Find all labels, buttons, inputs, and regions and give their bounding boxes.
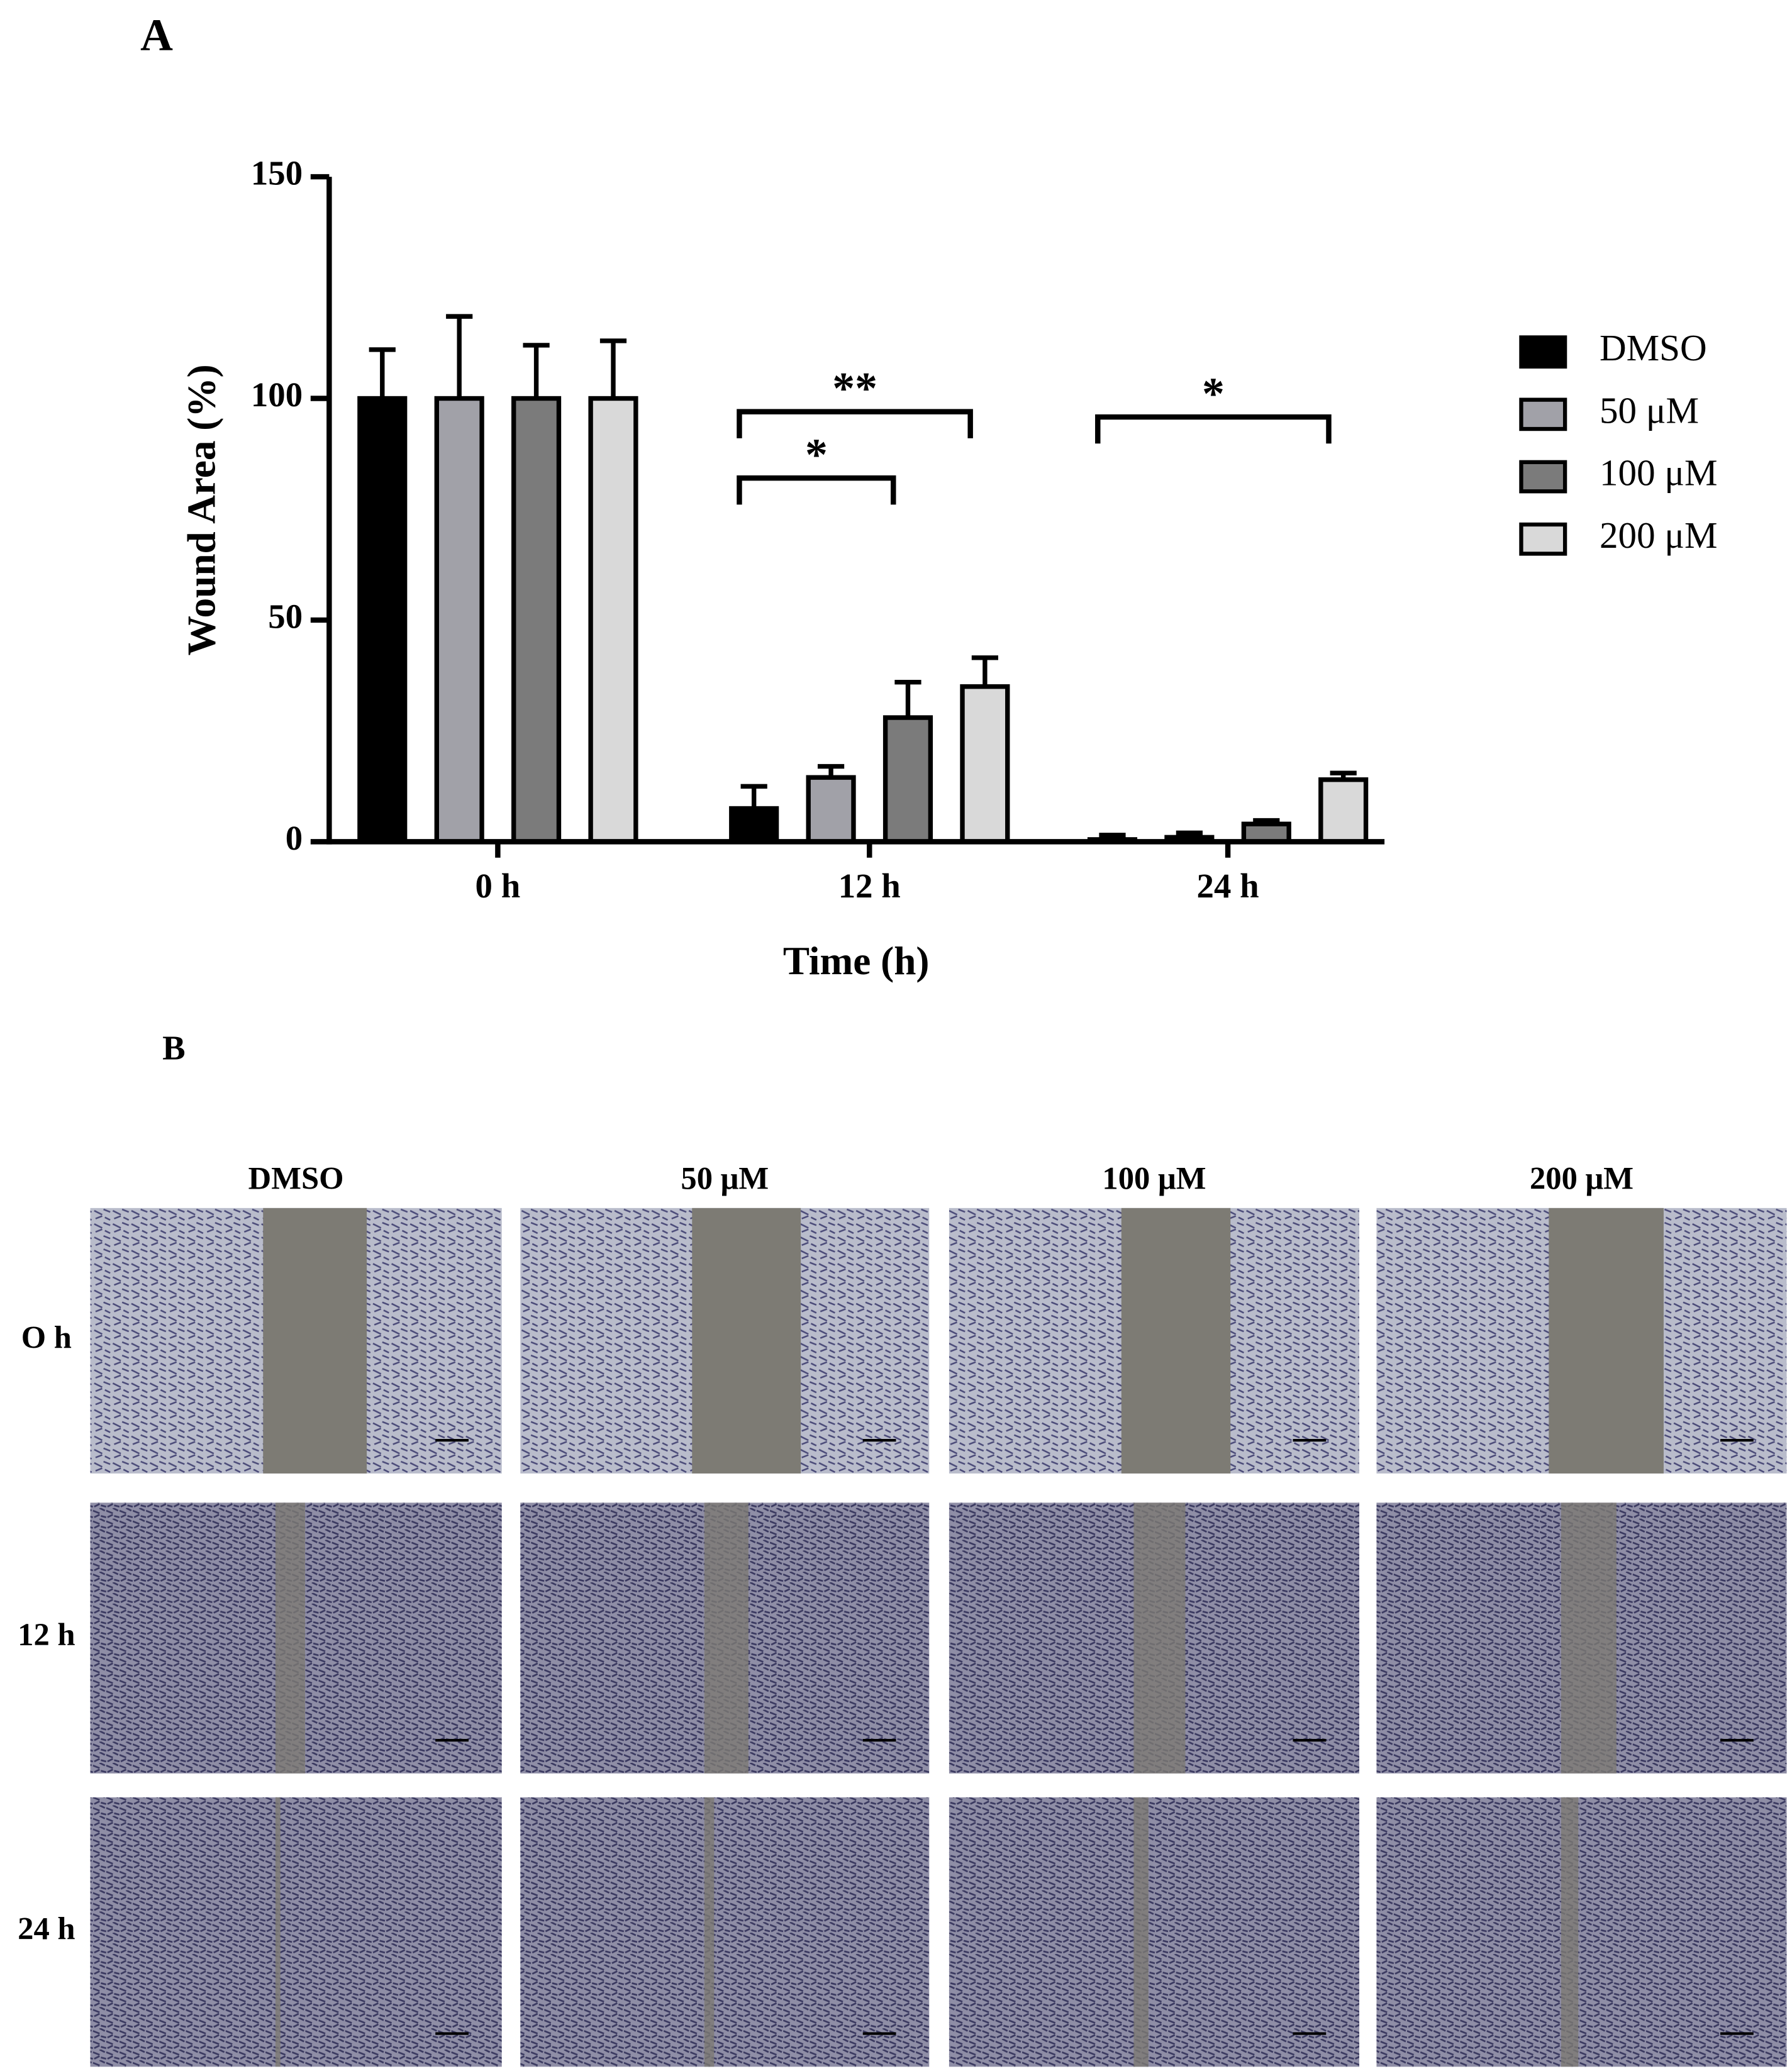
legend-label: 100 μM	[1600, 452, 1718, 494]
wound-gap	[704, 1502, 749, 1774]
panel-label: B	[162, 1028, 186, 1067]
significance-label: **	[832, 364, 877, 414]
legend-label: 50 μM	[1600, 389, 1699, 431]
significance-bracket	[1095, 414, 1332, 444]
micrograph	[520, 1797, 930, 2067]
legend-swatch	[1519, 335, 1567, 369]
x-tick-label: 24 h	[1197, 867, 1259, 905]
x-axis-label: Time (h)	[783, 939, 930, 983]
micrograph	[949, 1797, 1360, 2067]
wound-gap	[704, 1797, 715, 2067]
row-label: 24 h	[18, 1911, 75, 1946]
micrograph	[1376, 1797, 1787, 2067]
column-label: 50 μM	[681, 1160, 769, 1196]
row-label: O h	[21, 1320, 72, 1355]
legend-label: DMSO	[1600, 327, 1707, 369]
micrograph	[90, 1797, 502, 2067]
wound-gap	[1121, 1208, 1231, 1474]
column-label: 100 μM	[1102, 1160, 1206, 1196]
bar	[806, 775, 856, 845]
column-label: DMSO	[248, 1160, 344, 1196]
bar	[588, 396, 638, 845]
wound-gap	[1133, 1502, 1186, 1774]
bar	[882, 715, 933, 845]
wound-gap	[692, 1208, 801, 1474]
bar	[434, 396, 484, 845]
x-tick-label: 0 h	[476, 867, 521, 905]
bar	[729, 806, 779, 845]
wound-gap	[1133, 1797, 1149, 2067]
legend-swatch	[1519, 460, 1567, 494]
significance-bracket	[737, 409, 973, 438]
panel-label: A	[140, 10, 173, 60]
x-tick-label: 12 h	[838, 867, 901, 905]
bar	[1241, 821, 1291, 845]
bar	[960, 684, 1010, 845]
wound-gap	[1561, 1797, 1579, 2067]
wound-gap	[275, 1502, 306, 1774]
legend-label: 200 μM	[1600, 514, 1718, 556]
significance-label: *	[805, 430, 828, 480]
bar	[511, 396, 562, 845]
wound-gap	[1561, 1502, 1617, 1774]
wound-gap	[275, 1797, 281, 2067]
y-tick-label: 0	[286, 819, 303, 857]
y-tick-label: 150	[251, 154, 303, 192]
significance-bracket	[737, 475, 896, 505]
bar	[357, 396, 408, 845]
row-label: 12 h	[18, 1617, 75, 1652]
wound-gap	[1549, 1208, 1664, 1474]
legend-swatch	[1519, 522, 1567, 556]
y-tick-label: 100	[251, 375, 303, 414]
y-tick-label: 50	[268, 597, 303, 636]
wound-gap	[263, 1208, 367, 1474]
legend-swatch	[1519, 397, 1567, 431]
bar	[1318, 777, 1369, 845]
significance-label: *	[1202, 369, 1225, 419]
y-axis-label: Wound Area (%)	[180, 364, 224, 655]
column-label: 200 μM	[1530, 1160, 1633, 1196]
